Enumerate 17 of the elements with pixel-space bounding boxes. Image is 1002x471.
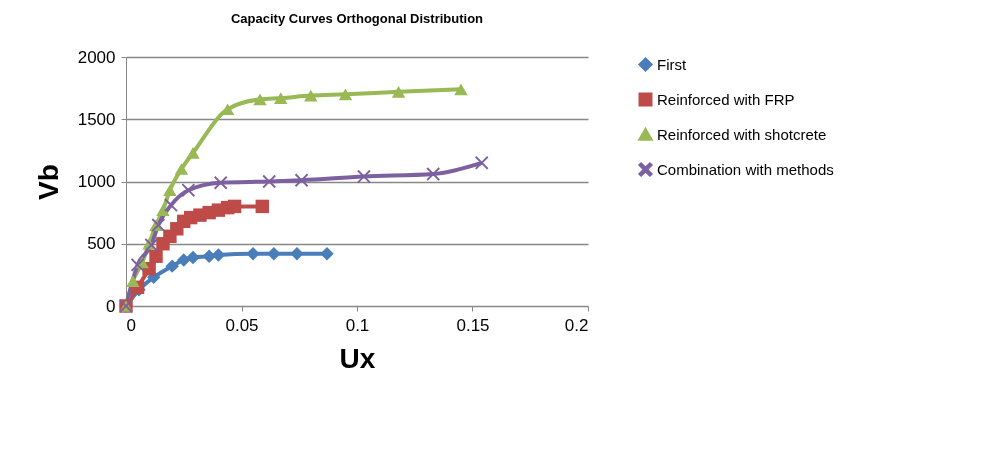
y-tick-label: 0: [106, 296, 116, 316]
x-tick-label: 0.2: [564, 315, 589, 335]
y-tick-label: 2000: [77, 47, 116, 67]
y-tick-label: 500: [87, 234, 116, 254]
x-axis-title: Ux: [339, 342, 376, 374]
legend-label: Combination with methods: [657, 160, 834, 178]
x-tick-label: 0: [126, 315, 136, 335]
legend-label: Reinforced with FRP: [657, 90, 795, 108]
y-tick-label: 1500: [77, 109, 116, 129]
legend-label: First: [657, 55, 687, 73]
chart-title: Capacity Curves Orthogonal Distribution: [230, 11, 484, 26]
y-tick-label: 1000: [77, 172, 116, 191]
x-tick-label: 0.05: [225, 315, 259, 335]
x-tick-label: 0.1: [345, 315, 370, 335]
legend-label: Reinforced with shotcrete: [657, 125, 827, 143]
x-tick-label: 0.15: [456, 315, 490, 335]
y-axis-title: Vb: [32, 164, 64, 200]
